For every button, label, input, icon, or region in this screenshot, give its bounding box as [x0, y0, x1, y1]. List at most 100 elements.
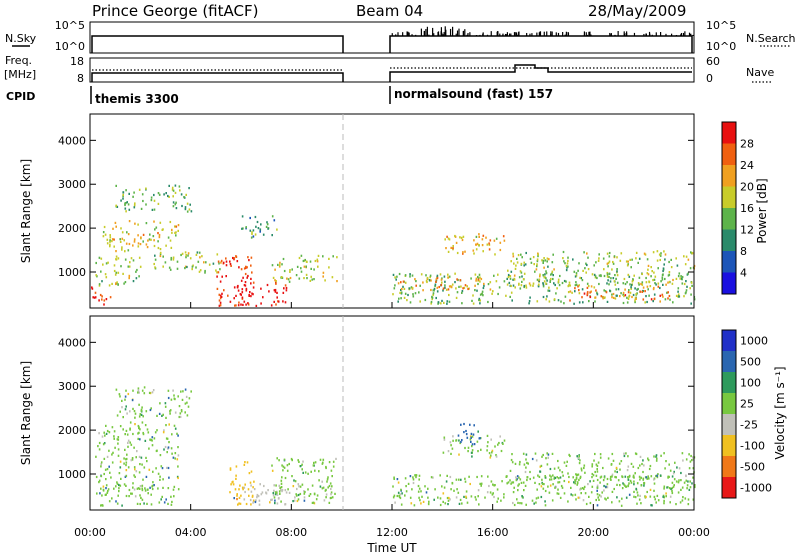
- velocity-cell: [399, 496, 402, 500]
- velocity-cell: [153, 484, 155, 487]
- power-cell: [677, 287, 680, 290]
- velocity-cell: [671, 475, 674, 478]
- power-cell: [104, 273, 107, 276]
- power-cell: [693, 298, 696, 301]
- colorbar-tick-label: 28: [740, 138, 754, 151]
- velocity-cell: [566, 460, 568, 463]
- power-cell: [668, 280, 671, 283]
- power-cell: [488, 242, 490, 245]
- power-cell: [630, 287, 632, 290]
- power-cell: [660, 252, 662, 255]
- velocity-cell: [119, 466, 122, 469]
- velocity-cell: [404, 477, 407, 480]
- velocity-cell: [253, 488, 256, 491]
- power-cell: [145, 222, 148, 225]
- power-cell: [581, 288, 584, 291]
- power-cell: [481, 244, 484, 247]
- velocity-cell: [102, 443, 105, 446]
- velocity-cell: [491, 493, 494, 496]
- power-cell: [187, 252, 190, 255]
- velocity-cell: [546, 463, 549, 466]
- velocity-cell: [625, 485, 627, 488]
- velocity-cell: [119, 410, 121, 413]
- velocity-cell: [666, 486, 668, 489]
- freq-tick-bottom: 8: [77, 72, 84, 85]
- power-cell: [628, 294, 631, 297]
- power-cell: [690, 281, 693, 284]
- power-cell: [594, 275, 597, 278]
- velocity-cell: [276, 457, 278, 460]
- velocity-cell: [519, 460, 521, 464]
- velocity-cell: [284, 476, 287, 480]
- power-cell: [246, 266, 248, 269]
- power-cell: [125, 210, 127, 213]
- velocity-cell: [616, 470, 618, 474]
- velocity-cell: [117, 454, 120, 457]
- power-cell: [276, 291, 278, 294]
- power-cell: [184, 265, 187, 268]
- power-cell: [400, 288, 402, 292]
- power-cell: [495, 237, 498, 240]
- power-cell: [668, 260, 670, 264]
- velocity-cell: [125, 484, 127, 487]
- power-cell: [101, 280, 103, 283]
- velocity-cell: [238, 496, 241, 499]
- power-cell: [220, 261, 222, 264]
- velocity-cell: [303, 496, 306, 499]
- power-cell: [225, 260, 228, 263]
- velocity-cell: [325, 488, 327, 491]
- velocity-cell: [446, 496, 449, 500]
- velocity-cell: [510, 482, 512, 485]
- power-cell: [128, 242, 131, 246]
- power-cell: [537, 253, 539, 256]
- power-cell: [316, 260, 319, 263]
- velocity-cell: [498, 441, 500, 445]
- velocity-cell: [274, 502, 276, 505]
- velocity-cell: [597, 496, 599, 499]
- power-cell: [120, 227, 122, 230]
- power-cell: [94, 296, 97, 299]
- velocity-cell: [134, 495, 137, 498]
- power-cell: [136, 268, 138, 272]
- velocity-cell: [124, 408, 127, 411]
- velocity-cell: [591, 463, 594, 466]
- velocity-cell: [655, 474, 657, 478]
- velocity-cell: [664, 467, 666, 470]
- velocity-cell: [571, 494, 574, 497]
- velocity-cell: [673, 478, 676, 481]
- velocity-cell: [671, 487, 674, 490]
- velocity-cell: [451, 447, 454, 450]
- velocity-cell: [119, 460, 122, 463]
- velocity-cell: [396, 478, 399, 481]
- power-cell: [609, 289, 611, 292]
- velocity-cell: [487, 475, 489, 478]
- velocity-cell: [105, 487, 107, 490]
- power-cell: [409, 301, 412, 304]
- velocity-cell: [278, 484, 281, 487]
- velocity-cell: [398, 494, 400, 497]
- velocity-cell: [596, 468, 598, 471]
- power-cell: [445, 288, 448, 291]
- velocity-cell: [607, 457, 610, 460]
- velocity-cell: [173, 424, 176, 427]
- velocity-cell: [592, 479, 595, 482]
- power-cell: [611, 268, 613, 271]
- power-cell: [175, 231, 177, 234]
- power-cell: [634, 301, 636, 304]
- power-cell: [613, 280, 616, 283]
- velocity-cell: [616, 496, 618, 499]
- power-cell: [266, 283, 269, 287]
- velocity-cell: [156, 449, 158, 452]
- velocity-cell: [100, 465, 102, 468]
- velocity-cell: [472, 433, 475, 436]
- power-cell: [162, 265, 164, 268]
- power-cell: [598, 282, 600, 286]
- velocity-cell: [502, 442, 504, 445]
- power-cell: [249, 229, 252, 232]
- velocity-cell: [163, 501, 166, 504]
- velocity-cell: [596, 486, 599, 489]
- power-cell: [447, 250, 450, 253]
- velocity-cell: [273, 496, 276, 499]
- power-cell: [536, 265, 538, 268]
